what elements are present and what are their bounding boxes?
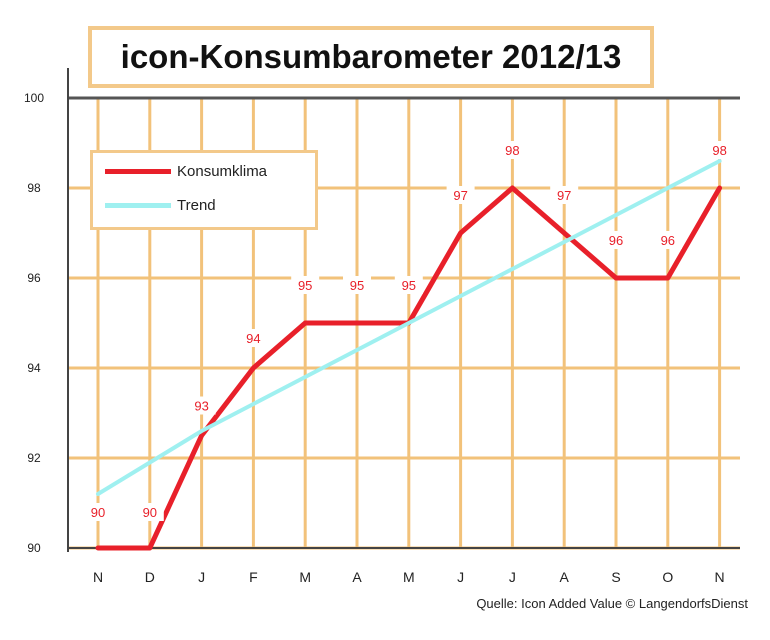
x-tick-label: O [662, 569, 673, 585]
data-label: 90 [91, 505, 105, 520]
data-label: 97 [557, 188, 571, 203]
data-label: 94 [246, 331, 260, 346]
x-tick-label: N [715, 569, 725, 585]
data-label: 95 [350, 278, 364, 293]
data-label: 95 [402, 278, 416, 293]
chart-data-labels: 90 90 93 94 95 95 95 97 98 97 96 96 98 [84, 141, 734, 521]
y-tick-label: 92 [27, 451, 41, 465]
data-label: 97 [453, 188, 467, 203]
data-label-bg [84, 503, 112, 521]
legend-label-konsumklima: Konsumklima [177, 162, 268, 180]
x-tick-label: A [352, 569, 362, 585]
data-label: 90 [143, 505, 157, 520]
x-tick-label: S [611, 569, 620, 585]
chart-axes [67, 68, 740, 552]
legend-swatch-trend [105, 202, 171, 208]
y-tick-label: 98 [27, 181, 41, 195]
y-tick-label: 100 [24, 91, 44, 105]
chart-tick-labels: 90 92 94 96 98 100 N D J F M A M J J A S O N [24, 91, 725, 585]
data-label-bg [239, 329, 268, 347]
legend-swatch-konsumklima [105, 168, 171, 174]
data-label-bg [602, 231, 630, 249]
x-tick-label: M [403, 569, 415, 585]
data-label-bg [394, 276, 423, 294]
data-label: 96 [609, 233, 623, 248]
data-label-bg [187, 396, 216, 415]
data-label: 93 [194, 399, 208, 414]
data-label-bg [705, 141, 734, 159]
y-tick-label: 94 [27, 361, 41, 375]
data-label: 96 [661, 233, 675, 248]
x-tick-label: J [509, 569, 516, 585]
data-label: 98 [505, 143, 519, 158]
legend-item-konsumklima: Konsumklima [105, 161, 267, 181]
legend-item-trend: Trend [105, 195, 216, 215]
chart-series [95, 159, 723, 551]
x-tick-label: N [93, 569, 103, 585]
data-label-bg [343, 276, 371, 294]
y-tick-label: 96 [27, 271, 41, 285]
legend-label-trend: Trend [177, 196, 216, 214]
x-tick-label: J [457, 569, 464, 585]
source-note: Quelle: Icon Added Value © LangendorfsDi… [476, 596, 748, 611]
x-tick-label: A [560, 569, 570, 585]
legend: Konsumklima Trend [90, 150, 318, 230]
data-label-bg [291, 276, 320, 294]
data-label: 95 [298, 278, 312, 293]
x-tick-label: D [145, 569, 155, 585]
series-trend-line [96, 159, 722, 496]
data-label-bg [550, 186, 579, 204]
x-tick-label: M [299, 569, 311, 585]
y-tick-label: 90 [27, 541, 41, 555]
x-tick-label: F [249, 569, 258, 585]
data-label-bg [653, 231, 682, 249]
data-label-bg [446, 186, 475, 204]
data-label: 98 [712, 143, 726, 158]
chart-title: icon-Konsumbarometer 2012/13 [88, 26, 654, 88]
data-label-bg [135, 503, 164, 521]
x-tick-label: J [198, 569, 205, 585]
data-label-bg [498, 141, 527, 159]
